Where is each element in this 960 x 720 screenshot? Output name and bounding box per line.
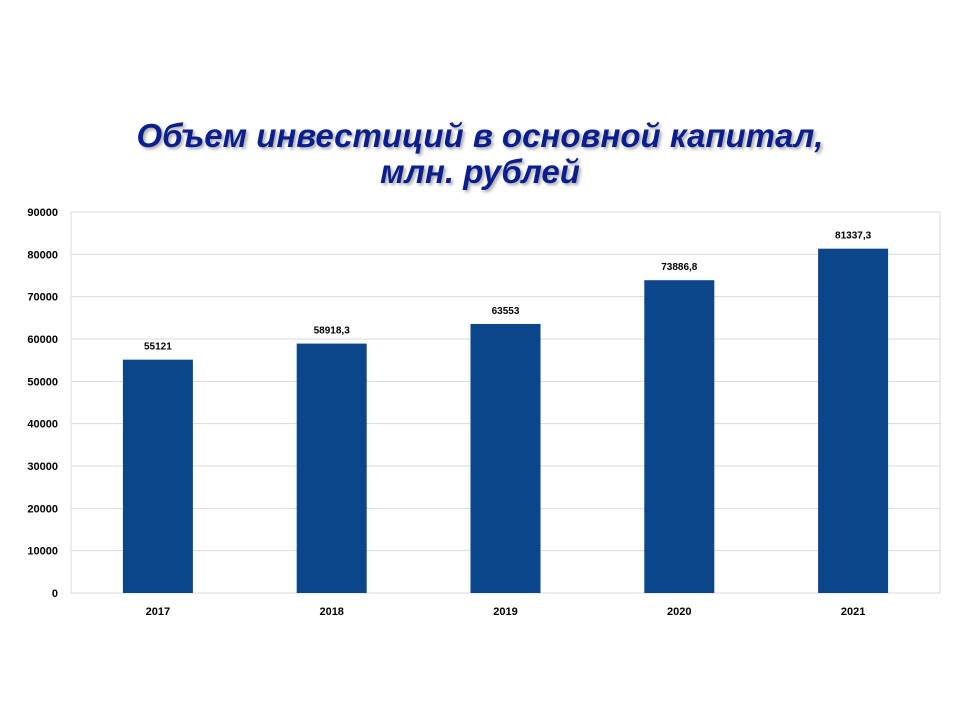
chart-title: Объем инвестиций в основной капитал, млн… — [0, 118, 960, 190]
bar — [296, 343, 367, 593]
bar — [818, 248, 889, 593]
data-label: 63553 — [492, 306, 520, 317]
chart-title-line2: млн. рублей — [380, 153, 580, 190]
x-tick-label: 2019 — [493, 606, 517, 618]
y-tick-label: 30000 — [27, 461, 58, 473]
y-tick-label: 70000 — [27, 292, 58, 304]
bar — [470, 323, 541, 593]
x-tick-label: 2021 — [841, 606, 865, 618]
x-tick-label: 2020 — [667, 606, 691, 618]
y-tick-label: 40000 — [27, 419, 58, 431]
y-tick-label: 90000 — [27, 207, 58, 219]
y-tick-label: 60000 — [27, 334, 58, 346]
data-label: 55121 — [144, 342, 172, 353]
x-tick-label: 2018 — [319, 606, 343, 618]
x-tick-label: 2017 — [146, 606, 170, 618]
y-tick-label: 80000 — [27, 249, 58, 261]
data-label: 58918,3 — [314, 326, 351, 337]
y-tick-label: 0 — [52, 588, 58, 600]
bar — [644, 280, 715, 593]
bar — [122, 359, 193, 593]
data-label: 73886,8 — [661, 262, 698, 273]
y-tick-label: 10000 — [27, 546, 58, 558]
data-label: 81337,3 — [835, 231, 872, 242]
y-tick-label: 20000 — [27, 503, 58, 515]
y-tick-label: 50000 — [27, 376, 58, 388]
chart-title-line1: Объем инвестиций в основной капитал, — [136, 117, 824, 154]
